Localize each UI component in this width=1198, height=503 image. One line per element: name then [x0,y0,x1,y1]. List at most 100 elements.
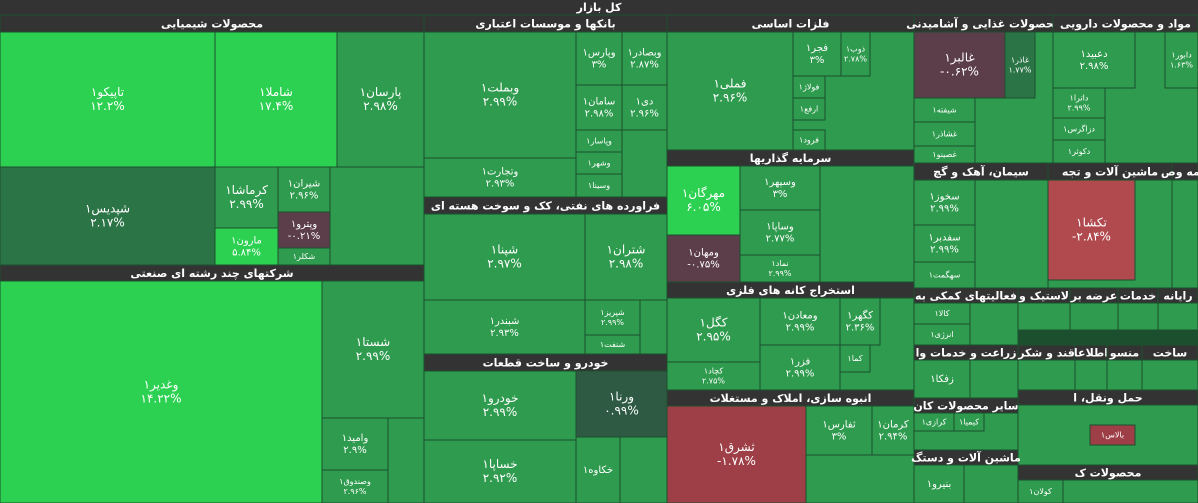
stock-tile[interactable] [1052,31,1136,89]
stock-name: فولاژ۱ [799,83,820,92]
sector-header [1171,162,1198,181]
sector-name: شرکتهای چند رشته ای صنعتی [130,267,293,280]
stock-change: ۲.۹۹% [930,245,959,256]
stock-tile[interactable] [621,31,668,86]
stock-tile[interactable] [840,31,871,77]
stock-tile[interactable] [423,31,577,159]
stock-tile[interactable] [839,297,881,346]
stock-change: ۲.۹۹% [786,369,815,380]
stock-tile[interactable] [214,31,338,168]
stock-tile[interactable] [584,213,668,301]
stock-change: ۲.۹۶% [343,487,366,496]
stock-tile[interactable] [423,370,577,441]
sector-name: رایانه [1163,290,1192,303]
stock-tile[interactable] [1004,31,1036,99]
stock-tile[interactable] [666,165,741,236]
stock-change: ۲.۸۷% [630,60,659,71]
stock-tile[interactable] [792,97,826,121]
stock-tile[interactable] [1047,179,1136,281]
stock-name: وغدیر۱ [144,377,179,392]
stock-name: ورنا۱ [609,389,634,404]
stock-tile[interactable] [423,299,586,355]
sector-name: سرمایه گذاریها [750,152,832,165]
stock-name: شتران۱ [607,242,646,257]
stock-name: دزاگرس۱ [1063,124,1095,134]
stock-tile[interactable] [336,31,425,168]
stock-tile[interactable] [575,436,621,503]
stock-tile[interactable] [913,261,976,289]
stock-tile[interactable] [575,31,623,86]
stock-tile[interactable] [0,166,216,266]
stock-tile[interactable] [1089,424,1136,446]
stock-tile[interactable] [0,31,216,168]
stock-name: دابور۱ [1171,51,1192,60]
stock-tile[interactable] [423,157,577,198]
stock-tile[interactable] [277,211,331,249]
stock-tile[interactable] [759,344,841,391]
stock-change: ۱.۶۳% [1170,60,1193,69]
stock-name: تاپیکو۱ [91,85,124,100]
stock-tile[interactable] [214,166,279,229]
sector-name: فراورده های نفتی، کک و سوخت هسته ای [431,200,660,213]
stock-name: فزر۱ [790,357,811,368]
stock-name: خکاوه۱ [583,465,613,476]
stock-tile[interactable] [584,299,641,336]
stock-tile[interactable] [871,405,915,456]
stock-tile[interactable] [805,405,873,456]
title: کل بازار [576,1,622,14]
stock-tile[interactable] [277,166,331,213]
stock-tile[interactable] [792,31,842,77]
stock-name: شپدیس۱ [85,201,130,216]
stock-change: ۲.۹% [343,445,366,456]
stock-tile[interactable] [666,361,761,391]
stock-tile[interactable] [1017,479,1064,503]
stock-change: ۲.۹۹% [483,405,518,419]
stock-tile[interactable] [666,234,741,283]
stock-tile[interactable] [739,209,821,256]
stock-tile[interactable] [621,84,668,131]
stock-tile[interactable] [321,469,389,503]
stock-tile[interactable] [913,31,1006,99]
sector-name: قند و شکر [1017,347,1075,360]
stock-tile[interactable] [214,227,279,266]
stock-tile[interactable] [913,121,976,147]
stock-name: خساپا۱ [482,457,517,471]
stock-change: ۲.۹۹% [768,269,791,278]
stock-tile[interactable] [1052,87,1106,119]
stock-tile[interactable] [913,179,976,226]
stock-tile[interactable] [666,405,807,503]
stock-tile[interactable] [913,464,965,503]
stock-change: ۲.۹۸% [585,109,614,120]
stock-change: ۲.۹۹% [1067,103,1090,112]
stock-tile[interactable] [739,165,821,211]
stock-name: کگهر۱ [847,310,873,322]
stock-name: پارسان۱ [360,85,402,100]
stock-tile[interactable] [575,84,623,131]
sector [1171,162,1198,289]
sector-name: ماشین آلات و دستگ [911,451,1021,465]
sector-name: ماشین آلات و تجه [1062,165,1158,179]
sector-name: فلزات اساسی [752,18,830,31]
stock-name: زفکا۱ [930,374,954,385]
stock-change: ۲.۹۴% [879,432,908,443]
stock-name: کچاد۱ [704,367,723,376]
stock-tile[interactable] [913,224,976,263]
stock-change: ۲.۷۵% [702,376,725,385]
stock-tile[interactable] [759,297,841,346]
stock-tile[interactable] [1164,31,1198,89]
stock-name: وپترو۱ [291,219,318,230]
stock-name: ومهان۱ [688,248,719,259]
stock-tile[interactable] [839,344,871,373]
stock-tile[interactable] [321,280,425,419]
stock-tile[interactable] [913,97,976,123]
stock-name: کرازی۱ [922,418,947,427]
stock-tile[interactable] [953,412,985,432]
stock-change: ۲.۹۹% [356,349,391,363]
stock-tile[interactable] [739,254,821,283]
stock-tile[interactable] [423,213,586,301]
stock-tile[interactable] [321,417,389,471]
stock-name: تکشا۱ [1076,215,1107,229]
stock-change: ۲.۹۸% [609,257,644,271]
stock-tile[interactable] [0,280,323,503]
stock-name: شپنا۱ [491,242,518,256]
